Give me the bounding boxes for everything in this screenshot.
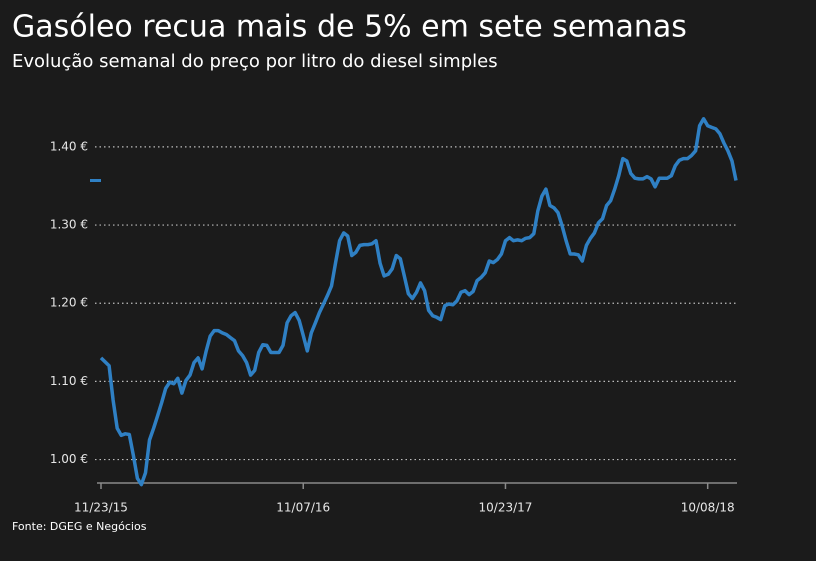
source: Fonte: DGEG e Negócios [12, 520, 147, 533]
x-tick-label: 11/23/15 [74, 501, 128, 515]
y-tick-label: 1.30 € [50, 218, 88, 232]
chart-title: Gasóleo recua mais de 5% em sete semanas [12, 10, 687, 45]
y-tick-label: 1.20 € [50, 296, 88, 310]
x-tick-label: 10/23/17 [479, 501, 533, 515]
price-line [99, 117, 738, 487]
x-tick-label: 11/07/16 [276, 501, 330, 515]
y-tick-label: 1.40 € [50, 139, 88, 153]
x-tick-label: 10/08/18 [681, 501, 735, 515]
y-tick-label: 1.00 € [50, 452, 88, 466]
y-tick-label: 1.10 € [50, 374, 88, 388]
chart-subtitle: Evolução semanal do preço por litro do d… [12, 51, 498, 72]
